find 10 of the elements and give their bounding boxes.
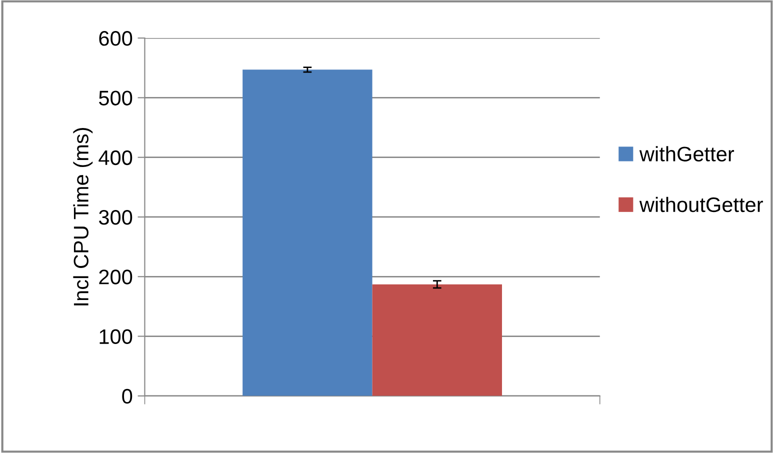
y-tick-label: 400 xyxy=(98,150,132,166)
legend-label: withoutGetter xyxy=(639,196,763,212)
y-tick-label: 0 xyxy=(122,388,132,404)
y-tick-label: 300 xyxy=(98,210,132,225)
y-axis-title: Incl CPU Time (ms) xyxy=(73,128,93,306)
y-tick-label: 100 xyxy=(100,329,132,344)
y-tick-label: 600 xyxy=(99,31,132,46)
legend-label: withGetter xyxy=(639,146,734,162)
y-tick-label: 500 xyxy=(99,90,132,106)
y-tick-label: 200 xyxy=(99,270,132,284)
